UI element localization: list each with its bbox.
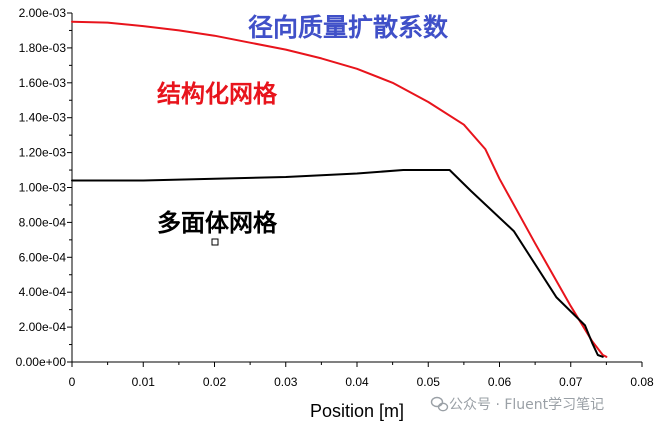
x-tick-label: 0.06 bbox=[488, 375, 512, 389]
series-layer bbox=[71, 20, 608, 358]
series-line-polyhedral bbox=[71, 169, 604, 358]
x-axis-title: Position [m] bbox=[310, 401, 404, 421]
y-tick-label: 4.00e-04 bbox=[19, 285, 67, 299]
watermark: 公众号 · Fluent学习笔记 bbox=[430, 396, 604, 413]
plot-area: 0.00e+00 2.00e-04 4.00e-04 6.00e-04 8.00e-04… bbox=[16, 6, 654, 389]
y-tick-label: 8.00e-04 bbox=[19, 215, 67, 229]
polyhedral-mesh-label: 多面体网格 bbox=[157, 209, 278, 237]
x-tick-label: 0.03 bbox=[274, 375, 298, 389]
y-tick-label: 1.40e-03 bbox=[19, 111, 67, 125]
y-tick-label: 0.00e+00 bbox=[16, 355, 67, 369]
x-ticks: 0 0.01 0.02 0.03 0.04 0.05 0.06 0.07 0.08 bbox=[69, 362, 654, 389]
x-tick-label: 0 bbox=[69, 375, 76, 389]
y-tick-label: 1.20e-03 bbox=[19, 146, 67, 160]
series-line-structured bbox=[71, 20, 608, 358]
x-tick-label: 0.04 bbox=[345, 375, 369, 389]
y-tick-label: 2.00e-03 bbox=[19, 6, 67, 20]
x-tick-label: 0.07 bbox=[559, 375, 583, 389]
y-tick-label: 1.60e-03 bbox=[19, 76, 67, 90]
watermark-text: 公众号 · Fluent学习笔记 bbox=[449, 397, 604, 413]
x-tick-label: 0.02 bbox=[203, 375, 227, 389]
structured-mesh-label: 结构化网格 bbox=[157, 80, 278, 108]
x-tick-label: 0.08 bbox=[630, 375, 654, 389]
y-tick-label: 1.00e-03 bbox=[19, 181, 67, 195]
annotation-marker-square bbox=[211, 238, 219, 246]
y-tick-label: 6.00e-04 bbox=[19, 250, 67, 264]
y-tick-label: 2.00e-04 bbox=[19, 320, 67, 334]
x-tick-label: 0.05 bbox=[417, 375, 441, 389]
y-tick-label: 1.80e-03 bbox=[19, 41, 67, 55]
chart-title: 径向质量扩散系数 bbox=[248, 13, 449, 42]
y-ticks: 0.00e+00 2.00e-04 4.00e-04 6.00e-04 8.00e-04… bbox=[16, 6, 72, 369]
x-tick-label: 0.01 bbox=[132, 375, 156, 389]
wechat-icon bbox=[430, 396, 449, 412]
